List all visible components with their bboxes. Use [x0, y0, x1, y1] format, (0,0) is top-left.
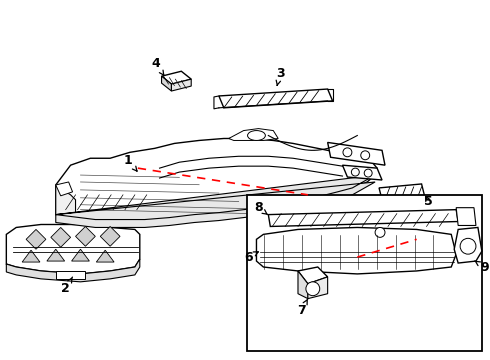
Polygon shape: [162, 76, 172, 91]
Polygon shape: [75, 226, 96, 246]
Polygon shape: [72, 249, 89, 261]
Text: 2: 2: [61, 277, 73, 295]
Circle shape: [460, 238, 476, 254]
Text: 7: 7: [297, 299, 308, 317]
Text: 5: 5: [424, 195, 433, 208]
Polygon shape: [56, 185, 75, 217]
Text: 3: 3: [276, 67, 285, 85]
Polygon shape: [343, 165, 382, 180]
Polygon shape: [56, 271, 85, 279]
Polygon shape: [51, 228, 71, 247]
Circle shape: [361, 151, 369, 160]
Polygon shape: [56, 175, 375, 228]
Polygon shape: [308, 277, 328, 299]
Text: 4: 4: [151, 57, 164, 75]
Polygon shape: [269, 210, 458, 226]
Circle shape: [375, 228, 385, 237]
Circle shape: [364, 169, 372, 177]
Polygon shape: [229, 129, 278, 140]
Polygon shape: [47, 249, 65, 261]
Circle shape: [351, 168, 359, 176]
Polygon shape: [298, 271, 308, 299]
Text: 1: 1: [123, 154, 137, 171]
Polygon shape: [454, 228, 482, 263]
Polygon shape: [172, 79, 191, 91]
Ellipse shape: [247, 131, 266, 140]
Polygon shape: [162, 71, 191, 84]
Polygon shape: [328, 143, 385, 165]
Polygon shape: [100, 226, 120, 246]
Polygon shape: [56, 139, 377, 220]
Polygon shape: [456, 208, 476, 225]
Polygon shape: [56, 182, 73, 196]
Polygon shape: [219, 89, 333, 108]
Polygon shape: [22, 250, 40, 262]
Polygon shape: [6, 225, 140, 274]
Text: 8: 8: [254, 201, 268, 215]
Polygon shape: [379, 184, 424, 200]
Text: 9: 9: [475, 261, 489, 274]
Text: 6: 6: [244, 251, 258, 264]
Circle shape: [306, 282, 320, 296]
Bar: [246, 195, 482, 351]
Polygon shape: [6, 259, 140, 282]
Circle shape: [343, 148, 352, 157]
Polygon shape: [26, 229, 46, 249]
Polygon shape: [97, 250, 114, 262]
Polygon shape: [256, 228, 456, 274]
Polygon shape: [298, 267, 328, 284]
